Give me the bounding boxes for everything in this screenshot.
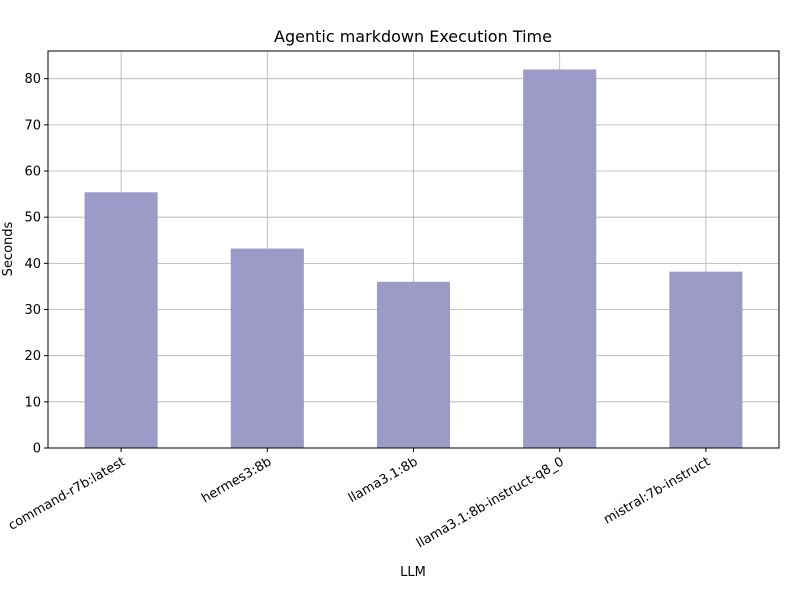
x-tick-label: command-r7b:latest [6,454,128,533]
y-tick-label: 30 [24,303,41,318]
y-tick-label: 70 [24,118,41,133]
bar-1 [230,248,304,448]
bars [84,69,743,448]
y-tick-label: 0 [33,442,41,457]
bar-0 [84,192,158,448]
x-tick-label: mistral:7b-instruct [601,454,713,527]
bar-4 [669,271,743,448]
y-tick-label: 60 [24,165,41,180]
y-tick-label: 10 [24,395,41,410]
y-tick-label: 40 [24,257,41,272]
x-tick-label: llama3.1:8b-instruct-q8_0 [414,454,567,551]
plot-frame [47,50,780,449]
y-tick-label: 50 [24,211,41,226]
bar-3 [523,69,597,448]
bar-2 [376,281,451,448]
x-axis-ticks: command-r7b:latest hermes3:8b llama3.1:8bl… [6,448,713,551]
y-axis-ticks: 0 10 20 30 40 50 60 70 80 [24,72,48,457]
x-axis-label: LLM [400,565,426,580]
y-axis-label: Seconds [1,221,16,276]
x-tick-label: llama3.1:8b [346,454,421,506]
chart-title: Agentic markdown Execution Time [274,27,552,46]
x-tick-label: hermes3:8b [199,454,274,506]
y-tick-label: 80 [24,72,41,87]
y-tick-label: 20 [24,349,41,364]
